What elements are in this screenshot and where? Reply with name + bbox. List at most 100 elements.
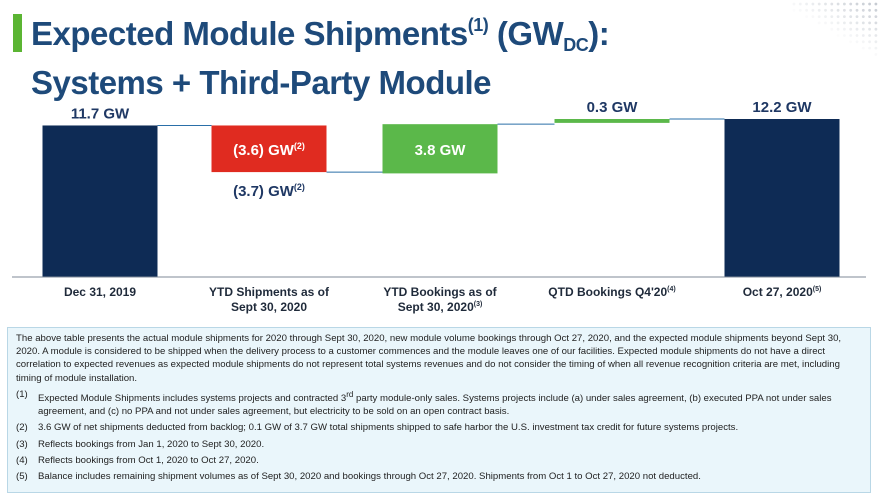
footnotes-box: The above table presents the actual modu… xyxy=(7,327,871,493)
footnote-item: (5) Balance includes remaining shipment v… xyxy=(16,470,862,483)
bar-increase xyxy=(554,119,670,123)
bar-total xyxy=(724,119,840,277)
footnote-number: (3) xyxy=(16,438,28,450)
dot xyxy=(830,21,834,25)
footnote-intro: The above table presents the actual modu… xyxy=(16,333,842,384)
annotation-text: (3.7) GW xyxy=(233,183,295,200)
x-tick-label: QTD Bookings Q4'20(4) xyxy=(548,285,675,299)
dot xyxy=(817,21,821,25)
x-tick-sup: (4) xyxy=(667,286,676,293)
dot xyxy=(868,2,871,6)
x-tick-line: Dec 31, 2019 xyxy=(64,285,136,299)
x-tick-label: YTD Bookings as of Sept 30, 2020(3) xyxy=(383,285,497,314)
dot xyxy=(824,8,827,12)
dot xyxy=(830,27,834,31)
dot xyxy=(849,34,853,37)
footnote-text: 3.6 GW of net shipments deducted from ba… xyxy=(38,422,739,434)
decorative-dot-pattern xyxy=(792,2,878,56)
dot xyxy=(843,8,846,12)
footnote-text-b: party module-only sales. Systems project… xyxy=(38,393,832,418)
dot xyxy=(805,8,808,12)
x-tick-label: YTD Shipments as of Sept 30, 2020 xyxy=(209,285,330,314)
bar-increase xyxy=(382,124,498,174)
dot xyxy=(843,15,846,18)
dot xyxy=(861,21,865,25)
x-tick-line: Oct 27, 2020 xyxy=(743,285,813,299)
footnote-text: Balance includes remaining shipment volu… xyxy=(38,471,701,483)
waterfall-chart: 11.7 GW(3.6) GW(2) 3.8 GW0.3 GW 12.2 GW(3.… xyxy=(12,99,866,314)
dot xyxy=(805,2,808,6)
dot xyxy=(836,8,840,12)
dot xyxy=(811,2,815,6)
dot xyxy=(868,40,871,44)
dot xyxy=(861,2,865,6)
dot xyxy=(843,21,846,25)
x-tick-line: Sept 30, 2020 xyxy=(231,300,307,314)
title-unit-open: (GW xyxy=(488,15,564,52)
dot xyxy=(868,27,871,31)
dot xyxy=(861,8,865,12)
annotation-sup: (2) xyxy=(294,182,305,192)
footnote-item: (3) Reflects bookings from Jan 1, 2020 to… xyxy=(16,438,862,451)
dot xyxy=(817,15,821,18)
dot xyxy=(824,15,827,18)
footnote-text: Reflects bookings from Oct 1, 2020 to Oc… xyxy=(38,454,259,466)
footnote-text-a: Expected Module Shipments includes syste… xyxy=(38,393,347,404)
dot xyxy=(874,53,878,56)
footnote-item: (4) Reflects bookings from Oct 1, 2020 to… xyxy=(16,454,862,467)
x-tick-line: YTD Bookings as of xyxy=(383,285,497,299)
dot xyxy=(830,15,834,18)
dot xyxy=(855,40,859,44)
dot xyxy=(817,8,821,12)
x-tick-line: QTD Bookings Q4'20 xyxy=(548,285,667,299)
dot xyxy=(874,46,878,50)
dot xyxy=(849,27,853,31)
waterfall-connectors xyxy=(157,118,725,173)
page-title: Expected Module Shipments(1) (GWDC): Syst… xyxy=(31,6,610,102)
dot xyxy=(868,15,871,18)
dot xyxy=(874,2,878,6)
dot xyxy=(874,8,878,12)
dot xyxy=(861,40,865,44)
bar-value-text: 3.8 GW xyxy=(415,142,467,159)
dot xyxy=(843,2,846,6)
footnote-item: (1) Expected Module Shipments includes sy… xyxy=(16,388,862,419)
dot xyxy=(811,15,815,18)
dot xyxy=(824,2,827,6)
x-tick-sup: (5) xyxy=(813,286,822,293)
footnote-number: (5) xyxy=(16,471,28,483)
dot xyxy=(824,21,827,25)
dot xyxy=(874,21,878,25)
dot xyxy=(836,2,840,6)
dot xyxy=(868,21,871,25)
dot xyxy=(861,46,865,50)
bar-value-text: 12.2 GW xyxy=(752,99,812,116)
dot xyxy=(843,34,846,37)
dot xyxy=(836,34,840,37)
footnote-text: Reflects bookings from Jan 1, 2020 to Se… xyxy=(38,438,265,450)
dot xyxy=(861,27,865,31)
dot xyxy=(798,8,802,12)
bar-value-label: 3.8 GW xyxy=(415,142,467,159)
dot xyxy=(817,2,821,6)
bar-value-text: 0.3 GW xyxy=(587,99,639,116)
footnote-item: (2) 3.6 GW of net shipments deducted from… xyxy=(16,421,862,434)
dot xyxy=(874,34,878,37)
dot xyxy=(849,40,853,44)
bar-value-label: 12.2 GW xyxy=(752,99,812,116)
dot xyxy=(849,21,853,25)
title-unit-subscript: DC xyxy=(563,35,589,55)
dot xyxy=(855,15,859,18)
footnote-list: (1) Expected Module Shipments includes sy… xyxy=(16,388,862,483)
dot xyxy=(830,8,834,12)
dot xyxy=(868,34,871,37)
x-tick-sup: (3) xyxy=(474,301,483,308)
dot xyxy=(811,8,815,12)
dot xyxy=(836,15,840,18)
bar-value-label: 11.7 GW xyxy=(71,105,130,122)
bar-value-label: 0.3 GW xyxy=(587,99,639,116)
dot xyxy=(874,27,878,31)
dot xyxy=(855,2,859,6)
dot xyxy=(792,8,796,12)
dot xyxy=(849,2,853,6)
